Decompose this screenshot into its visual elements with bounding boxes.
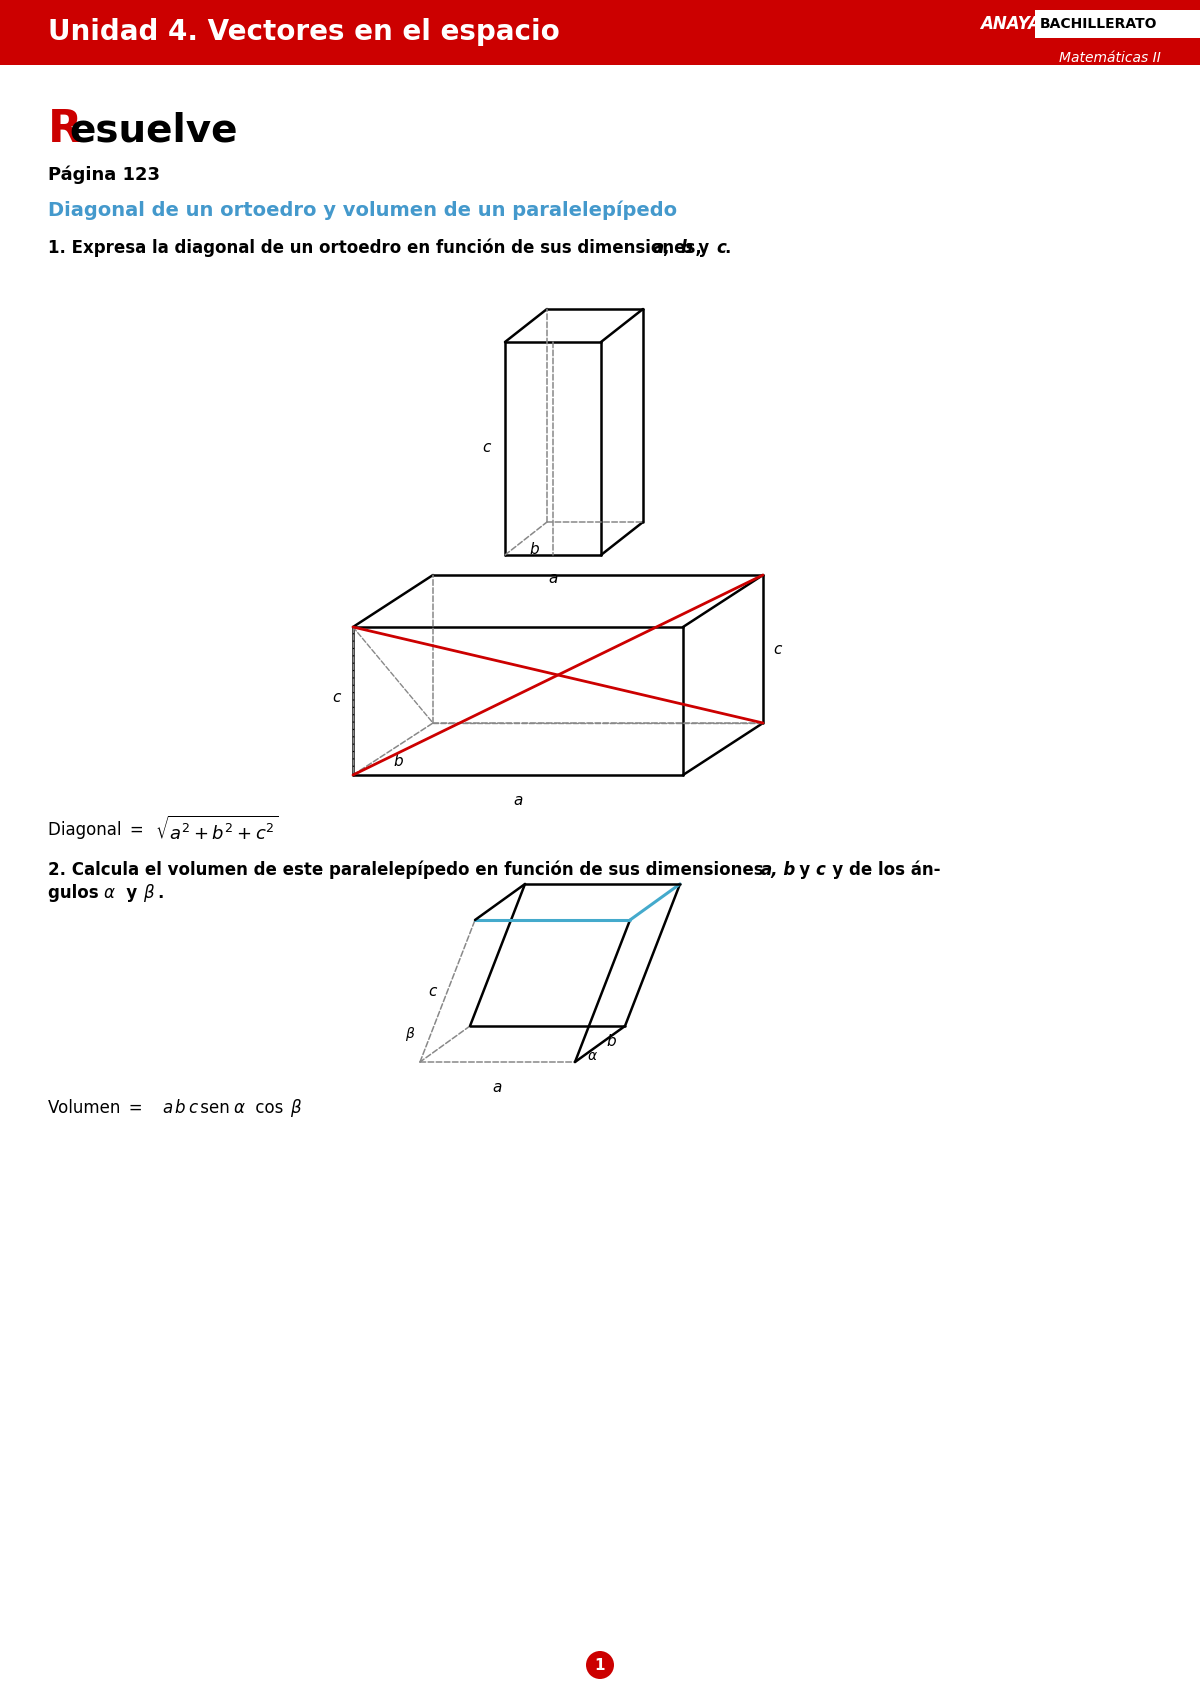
Text: $\beta$: $\beta$: [404, 1025, 415, 1044]
Text: $\beta$: $\beta$: [143, 882, 155, 905]
Text: b: b: [394, 753, 403, 769]
Text: 1: 1: [595, 1658, 605, 1673]
Circle shape: [586, 1651, 614, 1678]
Text: c: c: [428, 984, 437, 998]
Text: a,: a,: [761, 860, 779, 879]
Text: esuelve: esuelve: [70, 110, 238, 149]
Text: BACHILLERATO: BACHILLERATO: [1040, 17, 1158, 31]
Text: b: b: [529, 541, 539, 557]
Text: $\alpha$: $\alpha$: [103, 884, 115, 903]
Text: Diagonal =: Diagonal =: [48, 821, 152, 838]
Bar: [1034, 10, 1200, 37]
Text: c: c: [815, 860, 824, 879]
Text: y: y: [690, 239, 718, 256]
Text: $\sqrt{a^2+b^2+c^2}$: $\sqrt{a^2+b^2+c^2}$: [155, 816, 278, 843]
Text: b: b: [775, 860, 796, 879]
Text: y de los án-: y de los án-: [824, 860, 941, 879]
Text: $a\,b\,c$: $a\,b\,c$: [162, 1100, 199, 1117]
Text: a: a: [492, 1079, 502, 1095]
Text: Diagonal de un ortoedro y volumen de un paralelepípedo: Diagonal de un ortoedro y volumen de un …: [48, 200, 677, 219]
Text: $\alpha$: $\alpha$: [233, 1100, 246, 1117]
Text: c: c: [773, 641, 781, 657]
Text: sen: sen: [194, 1100, 238, 1117]
Text: ,: ,: [662, 239, 678, 256]
Text: Volumen =: Volumen =: [48, 1100, 151, 1117]
Text: $\beta$: $\beta$: [290, 1096, 302, 1118]
Text: R: R: [48, 109, 83, 151]
Text: 2. Calcula el volumen de este paralelepípedo en función de sus dimensiones: 2. Calcula el volumen de este paralelepí…: [48, 860, 772, 879]
Text: .: .: [724, 239, 731, 256]
Text: c: c: [716, 239, 726, 256]
Text: .: .: [157, 884, 163, 903]
Text: cos: cos: [247, 1100, 292, 1117]
Text: Unidad 4. Vectores en el espacio: Unidad 4. Vectores en el espacio: [48, 19, 559, 46]
Text: c: c: [482, 441, 491, 455]
Text: y: y: [791, 860, 818, 879]
Text: a: a: [548, 570, 558, 585]
Text: ANAYA: ANAYA: [980, 15, 1042, 32]
Text: y: y: [118, 884, 145, 903]
Text: a: a: [653, 239, 665, 256]
Text: 1. Expresa la diagonal de un ortoedro en función de sus dimensiones,: 1. Expresa la diagonal de un ortoedro en…: [48, 239, 710, 258]
Text: c: c: [332, 691, 341, 706]
Text: $\alpha$: $\alpha$: [587, 1049, 598, 1062]
Text: Página 123: Página 123: [48, 166, 160, 185]
Bar: [0, 0, 1200, 64]
Text: gulos: gulos: [48, 884, 107, 903]
Text: a: a: [514, 792, 523, 808]
Text: b: b: [680, 239, 692, 256]
Text: Matemáticas II: Matemáticas II: [1060, 51, 1160, 64]
Text: b: b: [606, 1033, 616, 1049]
